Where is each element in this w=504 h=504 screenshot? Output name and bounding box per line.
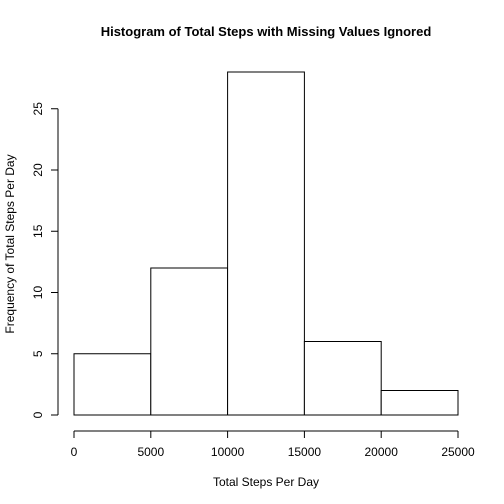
histogram-bar-1 — [150, 267, 229, 416]
y-tick-label-4: 20 — [31, 163, 45, 177]
histogram-bar-2 — [227, 71, 305, 416]
y-tick-label-3: 15 — [31, 224, 45, 238]
y-tick-label-0: 0 — [31, 411, 45, 418]
histogram-bar-3 — [303, 341, 382, 416]
y-tick-label-1: 5 — [31, 350, 45, 357]
x-tick-label-4: 20000 — [365, 445, 399, 459]
histogram-bar-0 — [73, 353, 152, 416]
bars-group — [73, 71, 459, 416]
x-tick-label-3: 15000 — [288, 445, 322, 459]
x-tick-label-0: 0 — [71, 445, 78, 459]
x-tick-label-1: 5000 — [137, 445, 164, 459]
y-axis: 0 5 10 15 20 25 — [31, 102, 59, 418]
x-axis: 0 5000 10000 15000 20000 25000 — [71, 430, 475, 459]
x-tick-label-5: 25000 — [441, 445, 475, 459]
x-axis-label: Total Steps Per Day — [213, 475, 319, 489]
x-tick-label-2: 10000 — [211, 445, 245, 459]
y-tick-label-2: 10 — [31, 286, 45, 300]
histogram-bar-4 — [380, 390, 459, 416]
y-axis-label: Frequency of Total Steps Per Day — [3, 154, 17, 333]
chart-title: Histogram of Total Steps with Missing Va… — [101, 24, 432, 39]
y-tick-label-5: 25 — [31, 102, 45, 116]
